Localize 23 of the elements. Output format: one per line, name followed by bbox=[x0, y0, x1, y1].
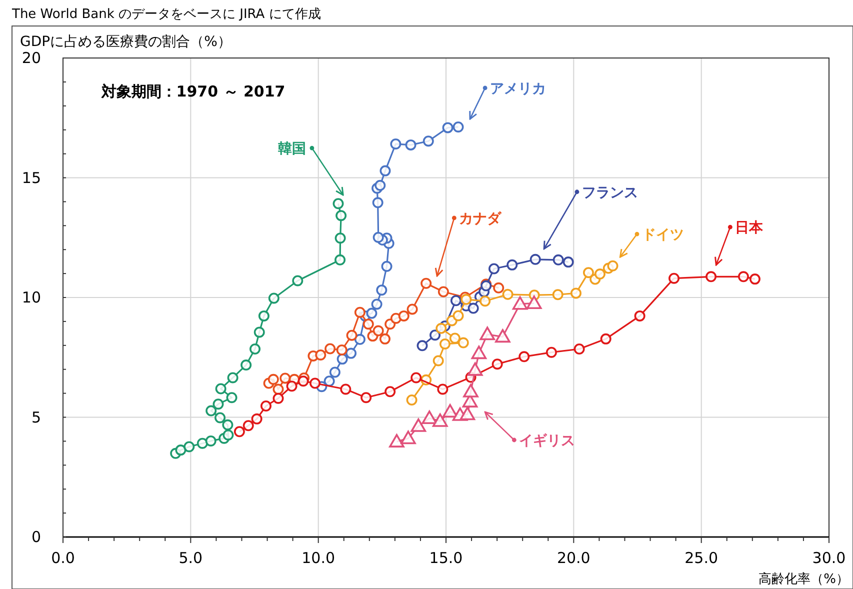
x-tick-label: 20.0 bbox=[556, 549, 590, 567]
x-tick-label: 0.0 bbox=[51, 549, 75, 567]
y-tick-label: 20 bbox=[22, 49, 41, 67]
legend-label: イギリス bbox=[519, 433, 576, 450]
y-tick-label: 10 bbox=[22, 288, 41, 306]
x-axis-title: 高齢化率（%） bbox=[758, 571, 849, 587]
x-tick-label: 25.0 bbox=[684, 549, 718, 567]
legend-label: フランス bbox=[582, 184, 638, 201]
legend-label: アメリカ bbox=[490, 80, 546, 97]
text: 韓国 bbox=[278, 141, 306, 158]
legend-label: カナダ bbox=[459, 210, 502, 227]
legend-label: ドイツ bbox=[642, 227, 684, 244]
y-axis-title: GDPに占める医療費の割合（%） bbox=[20, 34, 232, 50]
legend-label: 日本 bbox=[735, 220, 764, 236]
x-tick-label: 15.0 bbox=[429, 549, 463, 567]
text: The World Bank のデータをベースに JIRA にて作成 bbox=[11, 7, 321, 22]
y-tick-label: 15 bbox=[22, 168, 41, 187]
y-tick-label: 0 bbox=[31, 528, 41, 546]
y-tick-label: 5 bbox=[31, 408, 41, 426]
annotation: 対象期間：1970 ～ 2017 bbox=[100, 82, 286, 100]
x-tick-label: 30.0 bbox=[812, 549, 846, 567]
x-tick-label: 5.0 bbox=[178, 549, 203, 567]
x-tick-label: 10.0 bbox=[302, 549, 336, 567]
